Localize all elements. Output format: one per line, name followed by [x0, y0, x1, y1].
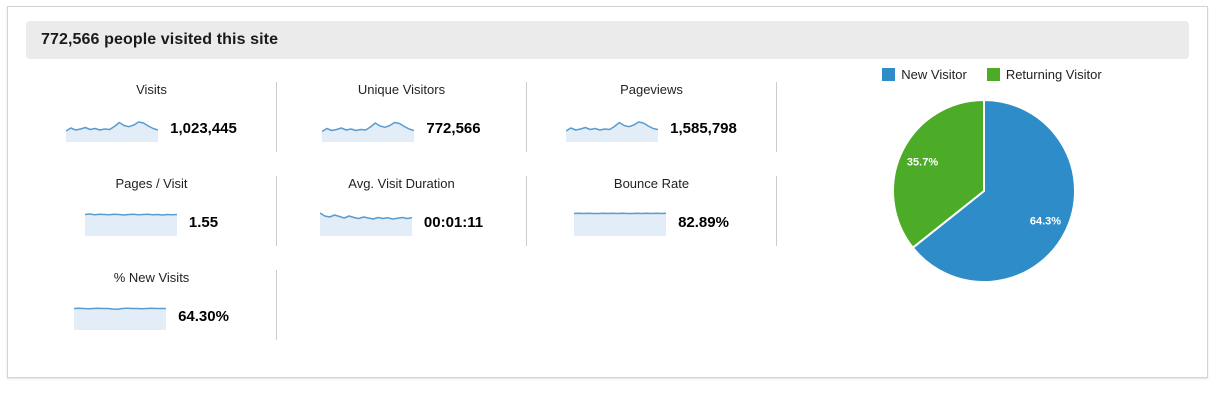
metric-label: Pageviews [620, 82, 683, 97]
sparkline-chart [74, 302, 167, 330]
metric-bounce-rate[interactable]: Bounce Rate 82.89% [527, 176, 777, 246]
visitor-type-pie-chart: 64.3% 35.7% [891, 98, 1077, 284]
metric-visits[interactable]: Visits 1,023,445 [27, 82, 277, 152]
metric-value: 1.55 [188, 213, 219, 231]
sparkline-chart [574, 208, 667, 236]
legend-label: Returning Visitor [1005, 67, 1102, 82]
metric-label: Bounce Rate [613, 176, 690, 191]
svg-text:35.7%: 35.7% [907, 156, 938, 168]
metric-unique-visitors[interactable]: Unique Visitors 772,566 [277, 82, 527, 152]
metric-label: Pages / Visit [115, 176, 188, 191]
sparkline-chart [565, 114, 659, 142]
metric-label: % New Visits [113, 270, 190, 285]
metric-value: 82.89% [678, 213, 729, 231]
header-bar: 772,566 people visited this site [26, 21, 1189, 59]
svg-text:64.3%: 64.3% [1030, 216, 1061, 228]
returning-visitor-swatch-icon [986, 68, 1000, 81]
metrics-grid: Visits 1,023,445 Unique Visitors 772,566 [27, 59, 777, 364]
page-title: 772,566 people visited this site [41, 31, 279, 48]
metric-row-3: % New Visits 64.30% [27, 270, 777, 340]
metric-value: 1,023,445 [170, 119, 237, 137]
metric-value: 00:01:11 [423, 213, 484, 231]
new-visitor-swatch-icon [882, 68, 896, 81]
legend-item-returning-visitor: Returning Visitor [986, 67, 1102, 82]
metric-pages-per-visit[interactable]: Pages / Visit 1.55 [27, 176, 277, 246]
dashboard-content: Visits 1,023,445 Unique Visitors 772,566 [8, 59, 1207, 364]
metric-label: Visits [136, 82, 167, 97]
dashboard-card: 772,566 people visited this site Visits … [7, 6, 1208, 378]
sparkline-chart [65, 114, 159, 142]
metric-value: 1,585,798 [670, 119, 737, 137]
metric-label: Avg. Visit Duration [348, 176, 455, 191]
metric-avg-visit-duration[interactable]: Avg. Visit Duration 00:01:11 [277, 176, 527, 246]
sparkline-chart [321, 114, 415, 142]
visitor-type-section: New Visitor Returning Visitor 64.3% 35.7% [777, 59, 1207, 284]
metric-label: Unique Visitors [357, 82, 446, 97]
metric-value: 772,566 [426, 119, 481, 137]
metric-row-2: Pages / Visit 1.55 Avg. Visit Duration 0… [27, 176, 777, 246]
legend-label: New Visitor [901, 67, 967, 82]
metric-pageviews[interactable]: Pageviews 1,585,798 [527, 82, 777, 152]
metric-value: 64.30% [178, 307, 229, 325]
sparkline-chart [84, 208, 177, 236]
pie-legend: New Visitor Returning Visitor [872, 67, 1111, 82]
legend-item-new-visitor: New Visitor [882, 67, 967, 82]
sparkline-chart [319, 208, 413, 236]
metric-percent-new-visits[interactable]: % New Visits 64.30% [27, 270, 277, 340]
metric-row-1: Visits 1,023,445 Unique Visitors 772,566 [27, 82, 777, 152]
